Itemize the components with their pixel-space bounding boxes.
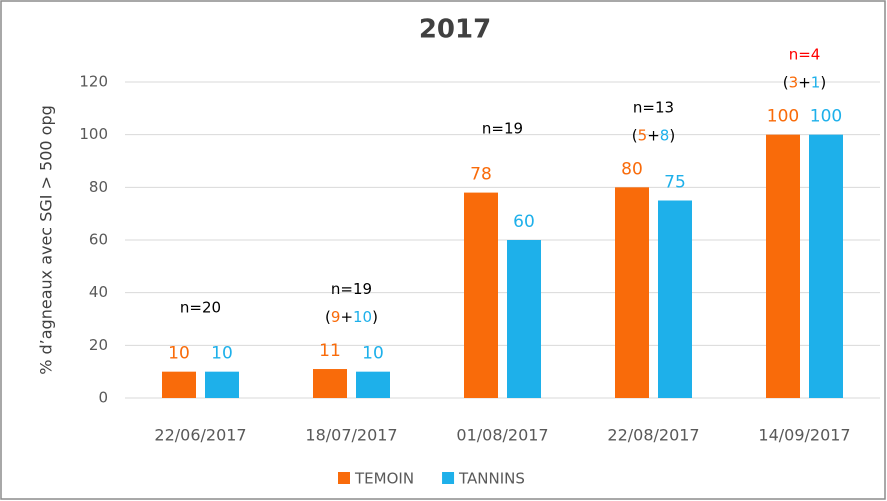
value-label: 10 (362, 344, 384, 364)
value-label: 11 (319, 341, 341, 361)
y-axis-label: % d’agneaux avec SGI > 500 opg (37, 105, 56, 375)
annotation-part: + (340, 308, 353, 326)
annotation: n=20 (180, 298, 221, 316)
y-tick-label: 100 (79, 125, 108, 143)
x-tick-label: 14/09/2017 (758, 426, 850, 445)
annotation-part: ) (820, 73, 826, 91)
x-tick-label: 22/08/2017 (607, 426, 699, 445)
annotation: (3+1) (783, 73, 826, 91)
annotation-part: 1 (811, 73, 821, 91)
annotation-part: ( (783, 73, 789, 91)
annotation-part: ) (669, 126, 675, 144)
bar (615, 187, 649, 398)
y-tick-label: 80 (89, 178, 108, 196)
annotation: n=4 (789, 45, 821, 63)
annotation-part: 8 (660, 126, 670, 144)
bar (205, 371, 239, 398)
y-tick-label: 120 (79, 73, 108, 91)
x-tick-label: 18/07/2017 (305, 426, 397, 445)
annotation-part: ( (325, 308, 331, 326)
x-tick-label: 22/06/2017 (154, 426, 246, 445)
annotation-part: n=13 (633, 98, 674, 116)
value-label: 60 (513, 212, 535, 232)
annotation-part: 9 (331, 308, 341, 326)
legend-swatch (338, 472, 350, 484)
value-label: 80 (621, 159, 643, 179)
annotation-part: + (647, 126, 660, 144)
chart-title: 2017 (419, 15, 491, 45)
legend-swatch (442, 472, 455, 484)
legend-label: TANNINS (458, 470, 525, 488)
annotation: (5+8) (632, 126, 675, 144)
x-tick-label: 01/08/2017 (456, 426, 548, 445)
annotation-part: n=19 (331, 280, 372, 298)
annotation-part: 3 (789, 73, 799, 91)
annotation-part: + (798, 73, 811, 91)
bar (464, 192, 498, 398)
annotation-part: 10 (353, 308, 372, 326)
bar (809, 134, 843, 398)
value-label: 100 (767, 107, 799, 127)
annotation: n=13 (633, 98, 674, 116)
value-label: 10 (211, 344, 233, 364)
annotation-part: 5 (638, 126, 648, 144)
value-label: 100 (810, 107, 842, 127)
y-tick-label: 20 (89, 336, 108, 354)
annotation-part: n=4 (789, 45, 821, 63)
bar (658, 200, 692, 398)
legend: TEMOIN TANNINS (338, 470, 525, 488)
annotation: (9+10) (325, 308, 378, 326)
annotation-part: ) (372, 308, 378, 326)
annotation: n=19 (331, 280, 372, 298)
value-label: 78 (470, 165, 492, 185)
annotation: n=19 (482, 119, 523, 137)
legend-label: TEMOIN (354, 470, 414, 488)
bar (356, 371, 390, 398)
bar (766, 134, 800, 398)
value-label: 75 (664, 173, 686, 193)
bar (507, 240, 541, 398)
annotation-part: n=19 (482, 119, 523, 137)
bar (313, 369, 347, 398)
annotation-part: ( (632, 126, 638, 144)
y-tick-label: 0 (98, 389, 108, 407)
annotation-part: n=20 (180, 298, 221, 316)
y-tick-label: 60 (89, 231, 108, 249)
bar (162, 371, 196, 398)
value-label: 10 (168, 344, 190, 364)
y-tick-label: 40 (89, 283, 108, 301)
